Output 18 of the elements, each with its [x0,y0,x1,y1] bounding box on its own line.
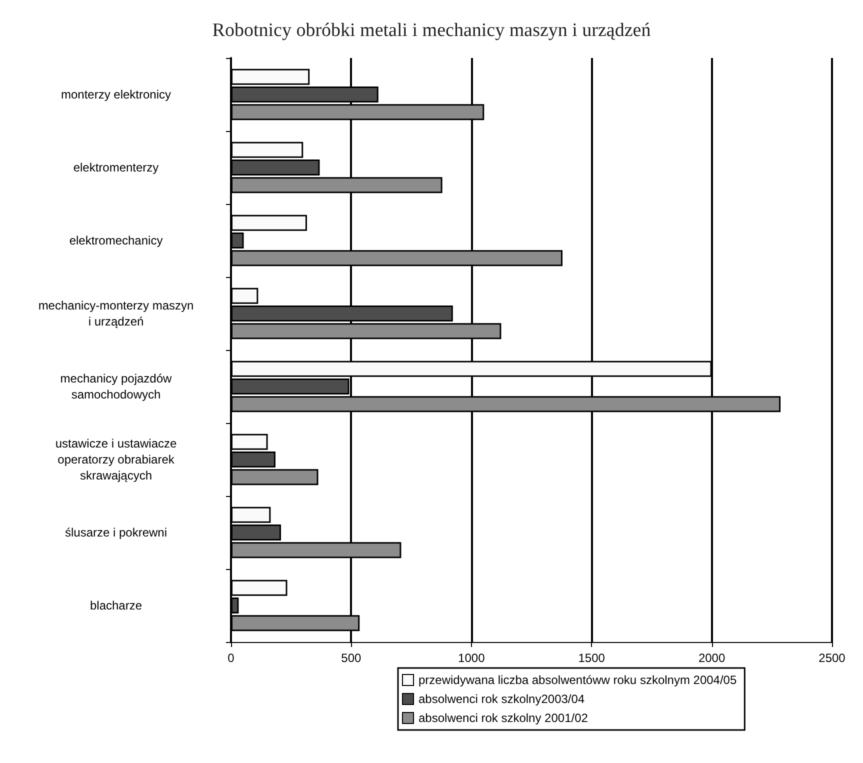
y-tick-label: mechanicy-monterzy maszyn i urządzeń [38,298,194,328]
x-tick-label: 2500 [818,651,846,665]
chart-title: Robotnicy obróbki metali i mechanicy maszyn i urządzeń [212,20,652,41]
y-tick-label: blacharze [90,598,142,612]
y-tick-label: ustawicze i ustawiacze operatorzy obrabiarek skrawających [55,436,178,482]
y-tick-label: monterzy elektronicy [60,88,172,102]
legend-label: absolwenci rok szkolny 2001/02 [418,711,588,725]
x-tick-label: 1500 [578,651,606,665]
y-tick-label: elektromenterzy [73,160,159,174]
y-tick-label: mechanicy pojazdów samochodowych [60,372,172,402]
y-tick-label: ślusarze i pokrewni [64,526,168,540]
y-tick-label: elektromechanicy [69,234,163,248]
x-tick-label: 500 [341,651,362,665]
legend-label: przewidywana liczba absolwentóww roku szkolnym 2004/05 [418,673,737,687]
x-tick-label: 0 [228,651,235,665]
x-tick-label: 1000 [458,651,486,665]
x-tick-label: 2000 [698,651,726,665]
legend-label: absolwenci rok szkolny2003/04 [418,692,585,706]
